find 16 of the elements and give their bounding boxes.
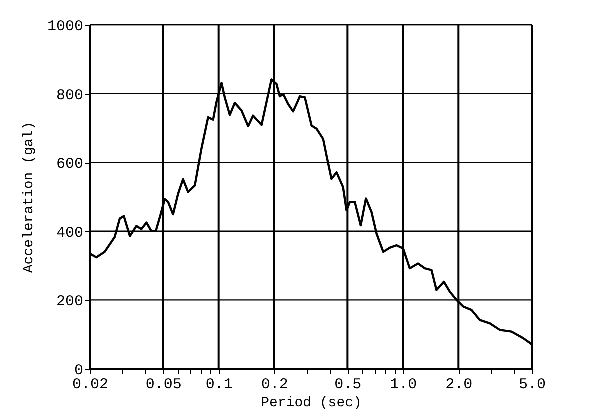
x-tick-label: 0.02 [72,376,109,394]
x-tick-label: 0.2 [261,376,288,394]
y-tick-label: 1000 [47,18,84,36]
y-axis-title: Acceleration (gal) [21,122,38,274]
x-tick-label: 1.0 [390,376,418,394]
x-tick-label: 0.05 [146,376,182,394]
x-axis-title: Period (sec) [261,396,362,412]
y-tick-label: 0 [74,362,84,380]
y-tick-label: 800 [56,87,84,104]
y-tick-label: 600 [56,156,84,174]
x-tick-label: 5.0 [518,376,546,394]
y-tick-label: 400 [56,224,84,242]
x-tick-label: 2.0 [446,376,473,394]
y-tick-label: 200 [56,294,84,311]
x-tick-label: 0.1 [206,376,233,394]
x-tick-label: 0.5 [334,376,362,394]
